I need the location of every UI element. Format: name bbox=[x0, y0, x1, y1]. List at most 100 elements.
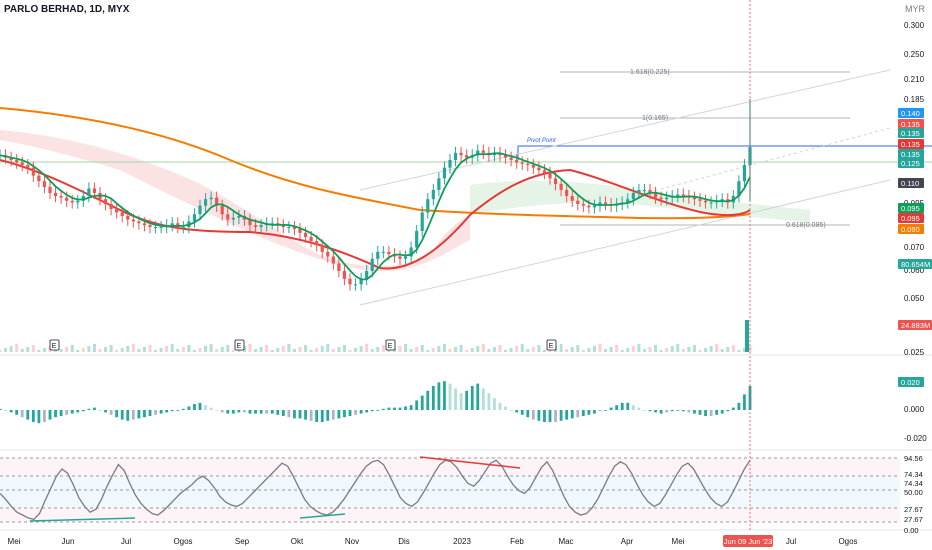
candle-body[interactable] bbox=[20, 162, 24, 166]
candle-body[interactable] bbox=[42, 181, 47, 187]
earnings-marker[interactable] bbox=[546, 339, 557, 351]
macd-bar[interactable] bbox=[565, 410, 569, 420]
macd-bar[interactable] bbox=[376, 410, 380, 411]
candle-body[interactable] bbox=[9, 157, 13, 161]
candle-body[interactable] bbox=[153, 227, 158, 229]
candle-body[interactable] bbox=[537, 167, 541, 171]
price-pane[interactable] bbox=[0, 98, 752, 291]
macd-bar[interactable] bbox=[287, 410, 291, 418]
macd-bar[interactable] bbox=[4, 410, 7, 411]
candle-body[interactable] bbox=[109, 204, 113, 210]
macd-bar[interactable] bbox=[193, 404, 196, 410]
candle-body[interactable] bbox=[137, 221, 141, 224]
candle-body[interactable] bbox=[76, 200, 80, 203]
macd-bar[interactable] bbox=[259, 410, 263, 414]
candle-body[interactable] bbox=[570, 196, 574, 201]
candle-body[interactable] bbox=[592, 205, 597, 208]
candle-body[interactable] bbox=[692, 197, 697, 200]
candle-body[interactable] bbox=[59, 196, 63, 198]
macd-bar[interactable] bbox=[170, 410, 174, 412]
candle-body[interactable] bbox=[576, 200, 580, 205]
macd-bar[interactable] bbox=[704, 410, 707, 416]
candle-body[interactable] bbox=[581, 204, 585, 206]
macd-bar[interactable] bbox=[420, 395, 424, 410]
macd-bar[interactable] bbox=[281, 410, 285, 416]
macd-bar[interactable] bbox=[143, 410, 146, 418]
macd-bar[interactable] bbox=[9, 410, 13, 413]
candle-body[interactable] bbox=[353, 284, 358, 286]
macd-bar[interactable] bbox=[681, 410, 685, 412]
candle-body[interactable] bbox=[31, 167, 35, 176]
macd-bar[interactable] bbox=[526, 410, 530, 418]
candle-body[interactable] bbox=[526, 163, 530, 166]
macd-bar[interactable] bbox=[737, 402, 741, 410]
earnings-marker[interactable] bbox=[385, 339, 396, 351]
macd-bar[interactable] bbox=[693, 410, 696, 414]
macd-bar[interactable] bbox=[576, 410, 580, 418]
macd-bar[interactable] bbox=[31, 410, 35, 422]
candle-body[interactable] bbox=[198, 205, 202, 215]
candle-body[interactable] bbox=[420, 212, 424, 231]
macd-bar[interactable] bbox=[359, 410, 363, 414]
macd-bar[interactable] bbox=[187, 406, 191, 410]
macd-bar[interactable] bbox=[115, 410, 119, 418]
macd-bar[interactable] bbox=[148, 410, 152, 416]
macd-bar[interactable] bbox=[698, 410, 702, 415]
macd-bar[interactable] bbox=[309, 410, 313, 421]
candle-body[interactable] bbox=[459, 152, 463, 156]
macd-bar[interactable] bbox=[720, 410, 724, 414]
candle-body[interactable] bbox=[281, 225, 285, 228]
macd-bar[interactable] bbox=[0, 408, 2, 410]
candle-body[interactable] bbox=[331, 256, 335, 264]
macd-bar[interactable] bbox=[404, 406, 407, 410]
macd-bar[interactable] bbox=[204, 405, 207, 410]
candle-body[interactable] bbox=[415, 230, 419, 248]
macd-bar[interactable] bbox=[470, 386, 474, 410]
macd-bar[interactable] bbox=[531, 410, 535, 420]
candle-body[interactable] bbox=[292, 227, 297, 229]
macd-bar[interactable] bbox=[59, 410, 63, 416]
candle-body[interactable] bbox=[448, 160, 452, 168]
macd-bar[interactable] bbox=[543, 410, 546, 422]
macd-bar[interactable] bbox=[415, 400, 419, 410]
candle-body[interactable] bbox=[426, 199, 430, 213]
macd-bar[interactable] bbox=[476, 383, 480, 410]
macd-bar[interactable] bbox=[48, 410, 52, 420]
macd-bar[interactable] bbox=[120, 410, 124, 420]
candle-body[interactable] bbox=[409, 247, 413, 257]
macd-bar[interactable] bbox=[731, 407, 735, 410]
macd-pane[interactable] bbox=[0, 381, 752, 424]
macd-bar[interactable] bbox=[265, 410, 269, 414]
macd-bar[interactable] bbox=[331, 410, 335, 420]
macd-bar[interactable] bbox=[626, 402, 630, 410]
candle-body[interactable] bbox=[587, 205, 591, 208]
macd-bar[interactable] bbox=[459, 393, 463, 410]
macd-bar[interactable] bbox=[654, 410, 657, 413]
candle-body[interactable] bbox=[120, 212, 124, 216]
macd-bar[interactable] bbox=[498, 402, 502, 410]
macd-bar[interactable] bbox=[581, 410, 585, 416]
candle-body[interactable] bbox=[398, 256, 402, 259]
macd-bar[interactable] bbox=[348, 410, 352, 416]
price-axis[interactable]: 0.300 0.250 0.210 0.185 0.095 0.070 0.060 0.050… bbox=[904, 21, 927, 535]
macd-bar[interactable] bbox=[293, 410, 296, 419]
candle-body[interactable] bbox=[542, 170, 547, 173]
candle-body[interactable] bbox=[226, 214, 230, 220]
macd-bar[interactable] bbox=[220, 410, 224, 413]
macd-bar[interactable] bbox=[65, 410, 69, 415]
candle-body[interactable] bbox=[320, 245, 324, 252]
candle-body[interactable] bbox=[481, 150, 485, 153]
candle-body[interactable] bbox=[665, 197, 669, 200]
candle-body[interactable] bbox=[720, 199, 724, 201]
macd-bar[interactable] bbox=[43, 410, 46, 422]
candle-body[interactable] bbox=[653, 192, 658, 198]
macd-bar[interactable] bbox=[570, 410, 574, 419]
macd-bar[interactable] bbox=[598, 410, 602, 412]
macd-bar[interactable] bbox=[643, 410, 646, 411]
candle-body[interactable] bbox=[503, 155, 508, 158]
candle-body[interactable] bbox=[348, 278, 352, 285]
macd-bar[interactable] bbox=[26, 410, 30, 420]
candle-body[interactable] bbox=[659, 197, 663, 200]
macd-bar[interactable] bbox=[54, 410, 57, 418]
candle-body[interactable] bbox=[565, 189, 569, 197]
